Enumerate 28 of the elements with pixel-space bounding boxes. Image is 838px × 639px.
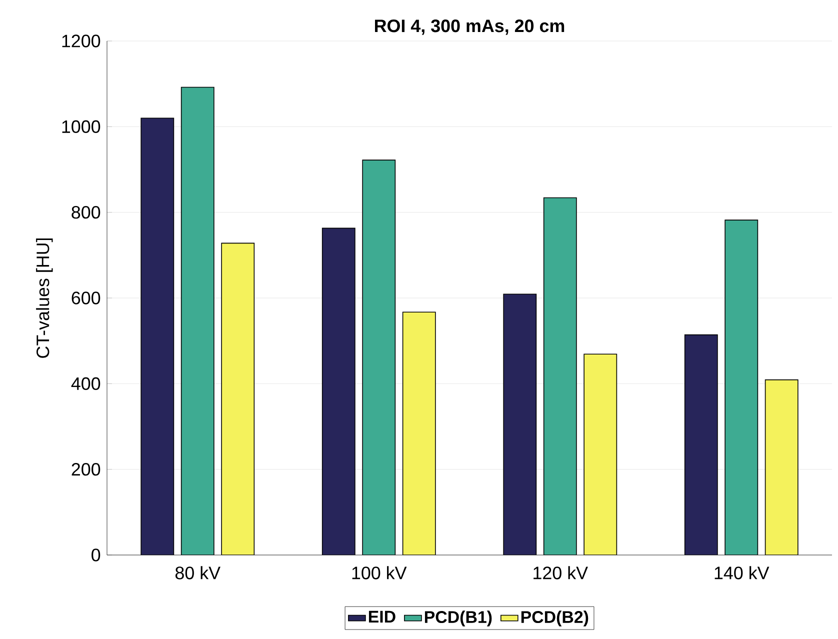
chart-title: ROI 4, 300 mAs, 20 cm [375,20,564,35]
bar [543,197,577,555]
bar [221,242,255,555]
legend-label: PCD(B1) [424,610,492,626]
bar [684,334,718,555]
legend-label: EID [368,610,396,623]
bar [362,160,396,555]
bar [180,86,214,555]
bar [503,294,537,555]
x-tick-label: 120 kV [534,566,588,580]
y-tick-label: 600 [72,292,100,304]
bar [764,379,798,555]
bar [322,228,356,555]
y-axis-title: CT-values [HU] [36,238,53,358]
y-tick-label: 400 [71,377,100,390]
y-tick-label: 200 [72,462,100,476]
bar [584,354,618,555]
y-tick-label: 800 [72,206,100,219]
x-tick-label: 100 kV [352,566,407,580]
y-tick-label: 1000 [62,120,100,134]
legend-label: PCD(B2) [521,610,588,626]
y-tick-label: 1200 [62,34,100,48]
x-tick-label: 140 kV [714,566,770,580]
y-tick-label: 0 [92,548,100,562]
bar [402,312,436,555]
bar [724,220,758,555]
x-tick-label: 80 kV [175,566,220,580]
bar [140,118,174,555]
